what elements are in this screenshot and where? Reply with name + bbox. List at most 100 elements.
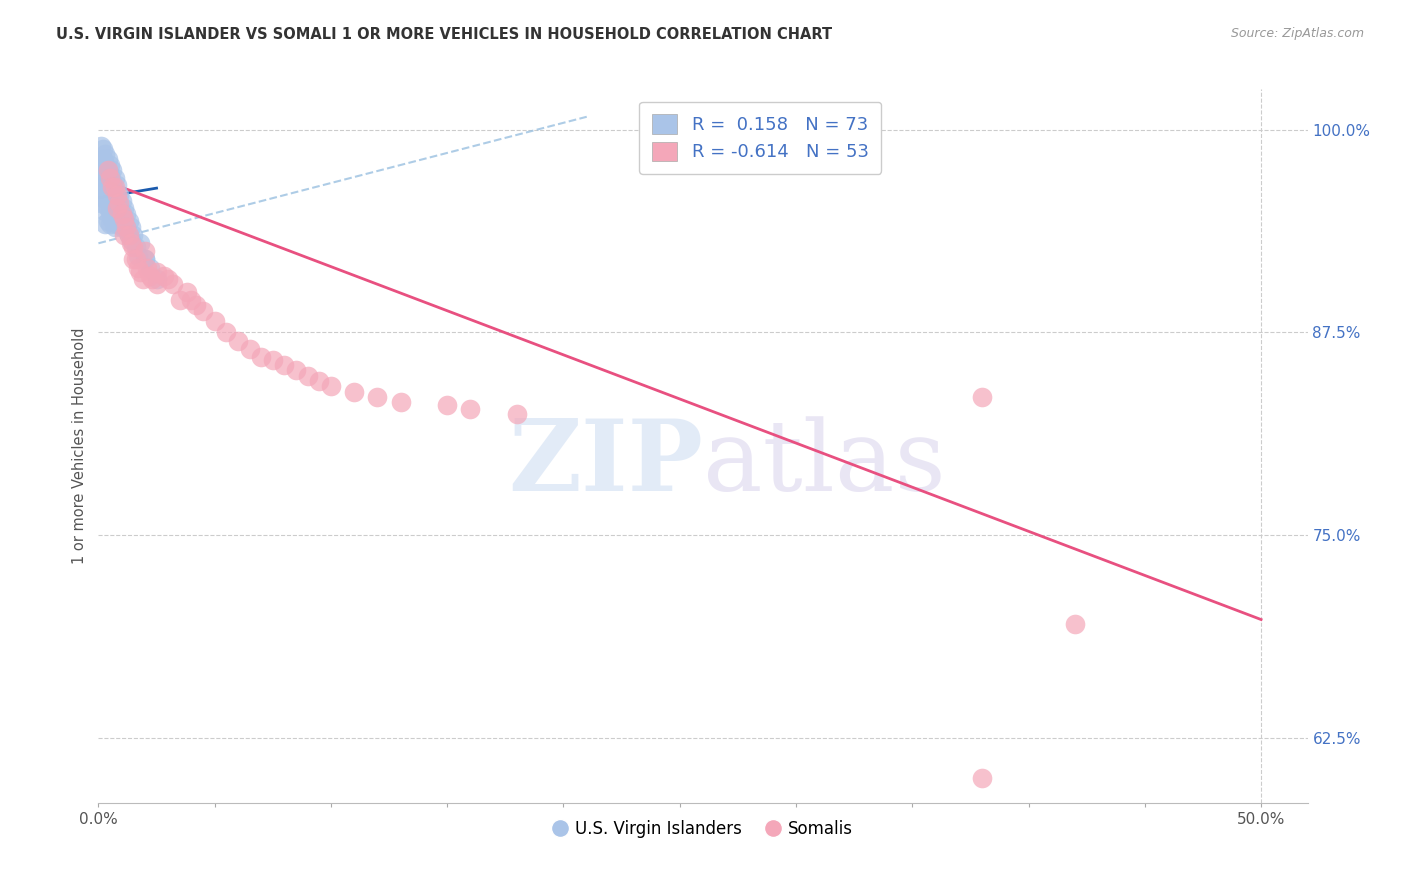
Point bbox=[127, 260, 149, 275]
Text: Source: ZipAtlas.com: Source: ZipAtlas.com bbox=[1230, 27, 1364, 40]
Point bbox=[90, 139, 112, 153]
Point bbox=[112, 211, 135, 226]
Point bbox=[105, 217, 128, 231]
Point bbox=[94, 168, 117, 182]
Point bbox=[98, 158, 121, 172]
Point bbox=[91, 152, 114, 166]
Point bbox=[97, 187, 120, 202]
Point bbox=[180, 293, 202, 307]
Point bbox=[436, 399, 458, 413]
Point bbox=[98, 179, 121, 194]
Point bbox=[145, 265, 167, 279]
Point bbox=[204, 314, 226, 328]
Point bbox=[87, 175, 110, 189]
Point bbox=[191, 304, 214, 318]
Point bbox=[97, 185, 120, 199]
Point bbox=[105, 191, 128, 205]
Point bbox=[108, 187, 131, 202]
Point bbox=[970, 772, 993, 786]
Point bbox=[138, 268, 160, 283]
Point bbox=[970, 390, 993, 404]
Point bbox=[105, 207, 128, 221]
Text: U.S. VIRGIN ISLANDER VS SOMALI 1 OR MORE VEHICLES IN HOUSEHOLD CORRELATION CHART: U.S. VIRGIN ISLANDER VS SOMALI 1 OR MORE… bbox=[56, 27, 832, 42]
Point bbox=[122, 239, 145, 253]
Point bbox=[176, 285, 198, 299]
Point bbox=[98, 217, 121, 231]
Point bbox=[141, 272, 163, 286]
Point bbox=[97, 163, 120, 178]
Point bbox=[97, 175, 120, 189]
Point bbox=[120, 233, 142, 247]
Legend: U.S. Virgin Islanders, Somalis: U.S. Virgin Islanders, Somalis bbox=[546, 814, 860, 845]
Point bbox=[101, 195, 124, 210]
Point bbox=[134, 252, 156, 267]
Point bbox=[250, 350, 273, 364]
Point bbox=[118, 213, 141, 227]
Point bbox=[115, 220, 138, 235]
Point bbox=[94, 147, 117, 161]
Point bbox=[101, 163, 124, 178]
Point bbox=[145, 277, 167, 291]
Point bbox=[90, 155, 112, 169]
Point bbox=[136, 260, 159, 275]
Point bbox=[108, 199, 131, 213]
Point bbox=[118, 228, 141, 243]
Point bbox=[366, 390, 388, 404]
Point bbox=[319, 379, 342, 393]
Point bbox=[112, 213, 135, 227]
Point bbox=[111, 207, 134, 221]
Point bbox=[98, 171, 121, 186]
Point bbox=[97, 163, 120, 178]
Point bbox=[98, 191, 121, 205]
Point bbox=[131, 272, 153, 286]
Point bbox=[90, 195, 112, 210]
Point bbox=[94, 191, 117, 205]
Point bbox=[105, 187, 128, 202]
Point bbox=[122, 228, 145, 243]
Text: atlas: atlas bbox=[703, 416, 946, 512]
Point bbox=[94, 217, 117, 231]
Point bbox=[111, 220, 134, 235]
Point bbox=[104, 220, 127, 235]
Point bbox=[90, 171, 112, 186]
Point bbox=[105, 203, 128, 218]
Point bbox=[101, 201, 124, 215]
Point bbox=[97, 152, 120, 166]
Point bbox=[152, 268, 174, 283]
Point bbox=[108, 195, 131, 210]
Point bbox=[124, 252, 146, 267]
Text: ZIP: ZIP bbox=[508, 416, 703, 512]
Point bbox=[105, 178, 128, 192]
Point bbox=[115, 220, 138, 235]
Point bbox=[118, 228, 141, 243]
Point bbox=[157, 272, 180, 286]
Point bbox=[91, 163, 114, 178]
Y-axis label: 1 or more Vehicles in Household: 1 or more Vehicles in Household bbox=[72, 327, 87, 565]
Point bbox=[273, 358, 295, 372]
Point bbox=[134, 244, 156, 259]
Point bbox=[111, 194, 134, 208]
Point bbox=[226, 334, 249, 348]
Point bbox=[239, 342, 262, 356]
Point bbox=[108, 211, 131, 226]
Point bbox=[285, 363, 308, 377]
Point bbox=[145, 272, 167, 286]
Point bbox=[91, 191, 114, 205]
Point bbox=[215, 326, 238, 340]
Point bbox=[127, 249, 149, 263]
Point bbox=[112, 201, 135, 215]
Point bbox=[104, 179, 127, 194]
Point bbox=[91, 175, 114, 189]
Point bbox=[94, 168, 117, 182]
Point bbox=[124, 239, 146, 253]
Point bbox=[97, 213, 120, 227]
Point bbox=[120, 236, 142, 251]
Point bbox=[389, 395, 412, 409]
Point bbox=[111, 207, 134, 221]
Point bbox=[104, 207, 127, 221]
Point bbox=[297, 369, 319, 384]
Point bbox=[129, 265, 152, 279]
Point bbox=[262, 353, 284, 368]
Point bbox=[98, 203, 121, 218]
Point bbox=[101, 187, 124, 202]
